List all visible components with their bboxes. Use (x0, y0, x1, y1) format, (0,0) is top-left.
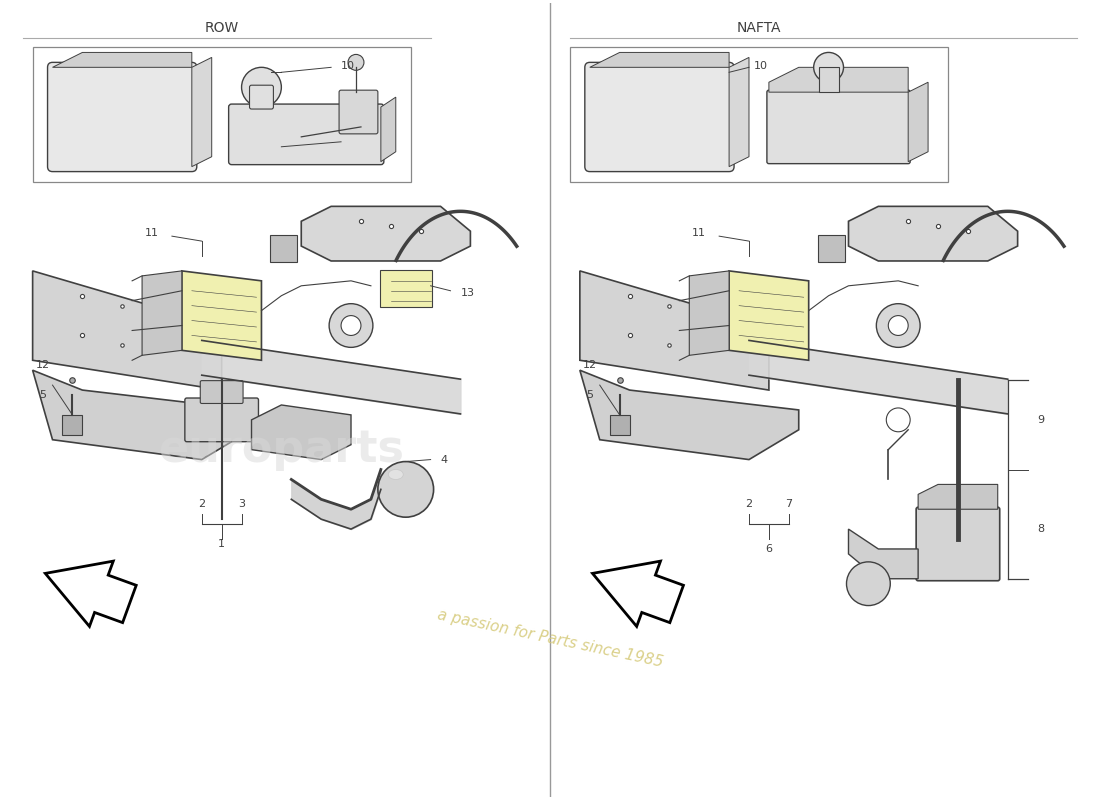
Text: 11: 11 (145, 228, 160, 238)
Polygon shape (142, 271, 182, 355)
Polygon shape (53, 53, 191, 67)
Polygon shape (729, 271, 808, 360)
Polygon shape (848, 206, 1018, 261)
Polygon shape (381, 97, 396, 162)
FancyBboxPatch shape (339, 90, 378, 134)
Text: 1: 1 (218, 539, 226, 549)
Text: a passion for Parts since 1985: a passion for Parts since 1985 (436, 607, 664, 670)
Circle shape (329, 304, 373, 347)
FancyBboxPatch shape (767, 90, 910, 164)
Polygon shape (729, 58, 749, 166)
Text: 11: 11 (692, 228, 706, 238)
Polygon shape (909, 82, 928, 162)
FancyBboxPatch shape (185, 398, 258, 442)
Bar (818, 67, 838, 92)
Polygon shape (182, 271, 262, 360)
Polygon shape (690, 271, 729, 355)
Polygon shape (580, 271, 769, 390)
Polygon shape (33, 370, 252, 459)
Polygon shape (590, 53, 729, 67)
Text: 10: 10 (754, 62, 768, 71)
FancyBboxPatch shape (200, 381, 243, 403)
Polygon shape (301, 206, 471, 261)
Polygon shape (580, 370, 799, 459)
Bar (63, 415, 82, 434)
Text: 5: 5 (586, 390, 593, 400)
FancyBboxPatch shape (817, 235, 845, 262)
Circle shape (348, 54, 364, 70)
Polygon shape (593, 561, 683, 626)
Circle shape (877, 304, 920, 347)
FancyBboxPatch shape (229, 104, 384, 165)
Text: 7: 7 (785, 499, 792, 510)
Polygon shape (33, 271, 222, 390)
Text: 12: 12 (35, 360, 50, 370)
FancyBboxPatch shape (47, 62, 197, 171)
Circle shape (341, 315, 361, 335)
Circle shape (847, 562, 890, 606)
Text: 2: 2 (746, 499, 752, 510)
Circle shape (889, 315, 909, 335)
Circle shape (378, 462, 433, 517)
Polygon shape (45, 561, 136, 626)
Text: 6: 6 (766, 544, 772, 554)
FancyBboxPatch shape (916, 507, 1000, 581)
Circle shape (887, 408, 910, 432)
Text: 5: 5 (40, 390, 46, 400)
Polygon shape (848, 529, 918, 578)
Text: 12: 12 (583, 360, 597, 370)
Polygon shape (191, 58, 211, 166)
FancyBboxPatch shape (379, 270, 431, 306)
Circle shape (242, 67, 282, 107)
Bar (33, 47, 410, 182)
Text: 8: 8 (1037, 524, 1045, 534)
FancyBboxPatch shape (585, 62, 734, 171)
Polygon shape (252, 405, 351, 459)
Polygon shape (918, 485, 998, 510)
Text: 4: 4 (441, 454, 448, 465)
Circle shape (814, 53, 844, 82)
Text: europarts: europarts (158, 428, 405, 471)
Bar (609, 415, 629, 434)
Text: ROW: ROW (205, 21, 239, 34)
Text: 2: 2 (198, 499, 206, 510)
Polygon shape (769, 67, 909, 92)
Text: 10: 10 (341, 62, 355, 71)
Ellipse shape (388, 470, 404, 479)
Text: NAFTA: NAFTA (737, 21, 781, 34)
FancyBboxPatch shape (250, 86, 274, 109)
Text: 13: 13 (461, 288, 474, 298)
Text: 9: 9 (1037, 415, 1045, 425)
Text: 3: 3 (238, 499, 245, 510)
Bar (570, 47, 948, 182)
FancyBboxPatch shape (271, 235, 297, 262)
